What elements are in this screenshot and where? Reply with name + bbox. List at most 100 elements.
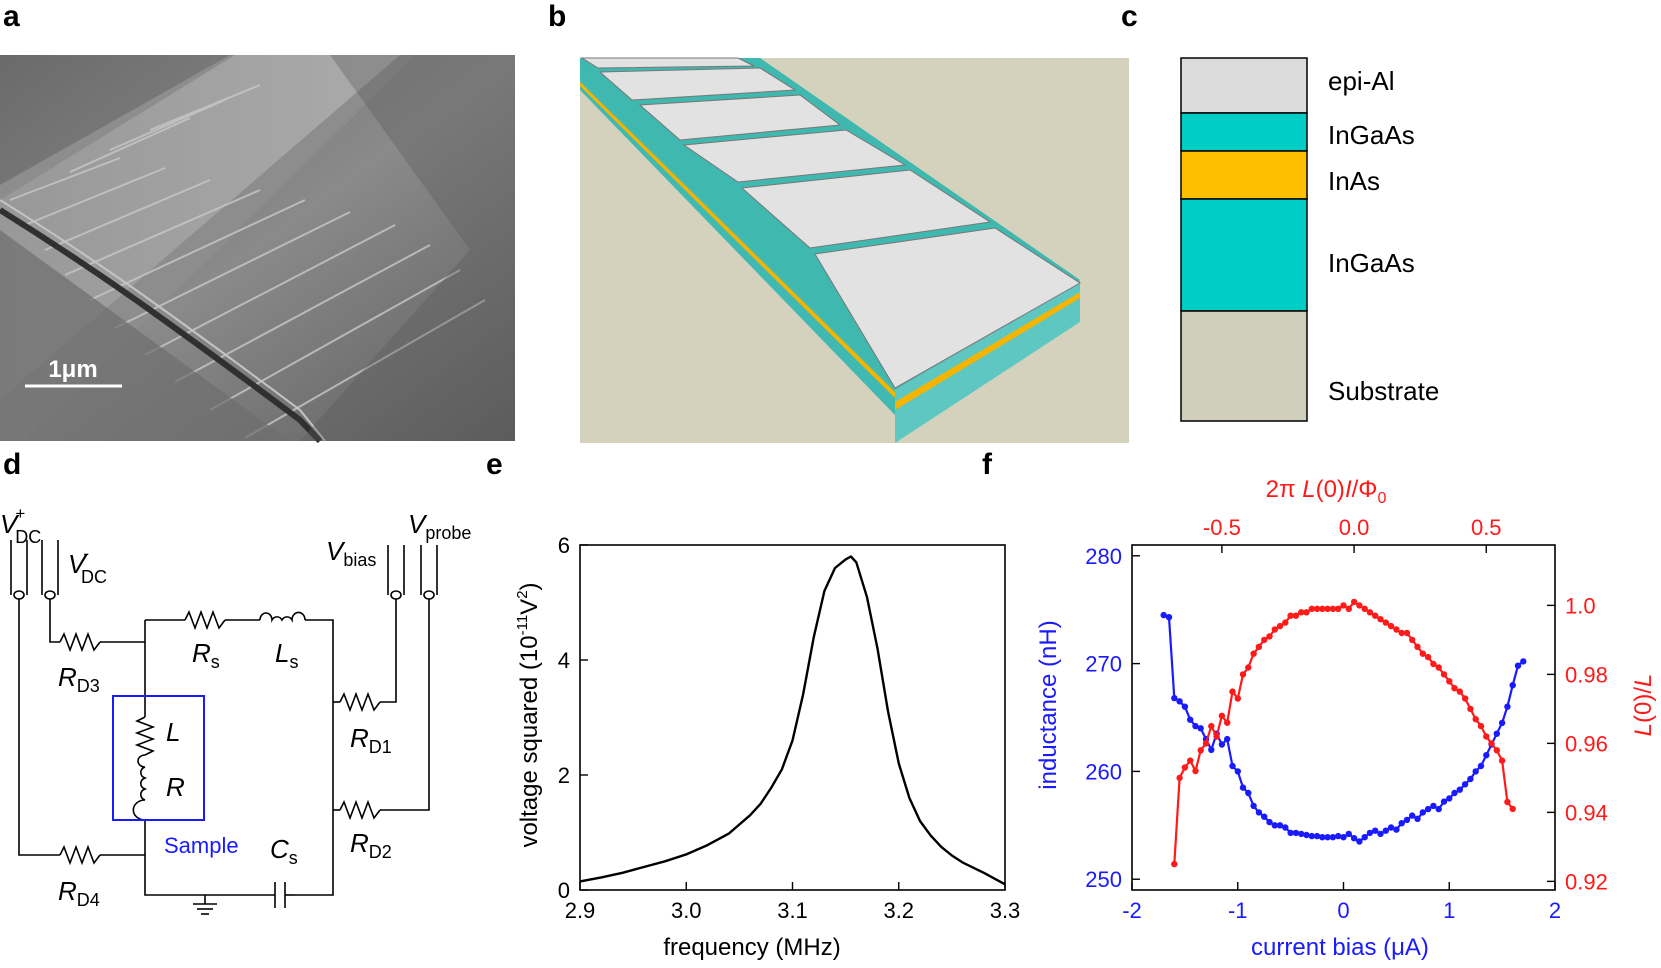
- chart-f-point-right: [1424, 653, 1432, 661]
- chart-f-point-right: [1308, 605, 1316, 612]
- layer-0: [1180, 57, 1308, 114]
- layer-label-ingaas-top: InGaAs: [1328, 120, 1415, 150]
- chart-f-ytick-left-label: 280: [1085, 544, 1122, 569]
- chart-f-point-right: [1477, 722, 1485, 730]
- layer-3: [1180, 198, 1308, 312]
- chart-f-point-right: [1382, 619, 1390, 626]
- label-rd2: RD2: [350, 828, 392, 862]
- layer-label-epi-al: epi-Al: [1328, 66, 1394, 96]
- chart-f-point-left: [1345, 830, 1353, 838]
- chart-f-point-left: [1440, 798, 1448, 805]
- chart-e-xtick-label: 3.1: [777, 898, 808, 923]
- chart-f-point-right: [1329, 605, 1337, 612]
- label-vdc-minus: V-DC: [68, 544, 107, 587]
- chart-f-point-left: [1239, 784, 1247, 791]
- chart-f-point-right: [1403, 629, 1411, 637]
- layer-label-substrate: Substrate: [1328, 376, 1439, 406]
- chart-f-point-right: [1483, 733, 1490, 740]
- panel-letter-f: f: [982, 448, 992, 481]
- chart-f-point-right: [1419, 650, 1427, 657]
- chart-f-point-left: [1303, 831, 1310, 839]
- chart-f-point-right: [1377, 616, 1384, 623]
- chart-f-point-right: [1313, 605, 1321, 612]
- chart-e-series-line: [579, 555, 1006, 886]
- chart-f-point-left: [1276, 822, 1284, 829]
- chart-f-point-right: [1250, 650, 1257, 657]
- layer-1: [1180, 112, 1308, 152]
- chart-f-point-left: [1250, 802, 1257, 810]
- chart-f-point-left: [1350, 835, 1358, 842]
- chart-f-point-right: [1229, 688, 1236, 695]
- chart-f-point-left: [1292, 829, 1300, 837]
- chart-f-point-left: [1165, 614, 1173, 621]
- chart-f-xtick-label: -1: [1228, 898, 1248, 923]
- panel-letter-b: b: [548, 0, 567, 33]
- coax-vdc-plus: [10, 540, 28, 600]
- chart-f-point-left: [1266, 818, 1273, 826]
- chart-f-point-left: [1424, 805, 1432, 813]
- chart-f-point-left: [1498, 719, 1506, 727]
- chart-f-point-left: [1287, 829, 1294, 837]
- chart-f-point-right: [1213, 733, 1220, 740]
- chart-f-top-tick-label: -0.5: [1203, 515, 1241, 540]
- label-rd3: RD3: [58, 662, 100, 696]
- chart-f-point-right: [1461, 695, 1469, 702]
- chart-f-point-left: [1308, 832, 1316, 840]
- chart-f-series-right-line: [1173, 600, 1514, 865]
- chart-f-point-left: [1282, 824, 1289, 831]
- label-rd1: RD1: [350, 723, 392, 757]
- chart-f-top-tick-label: 0.5: [1471, 515, 1502, 540]
- label-vbias: Vbias: [326, 536, 376, 570]
- scale-bar-label: 1μm: [48, 356, 97, 383]
- chart-f-point-right: [1224, 719, 1231, 726]
- coax-vprobe: [420, 545, 438, 600]
- chart-f-point-right: [1276, 622, 1284, 630]
- chart-f-point-right: [1504, 798, 1511, 806]
- chart-f-point-right: [1446, 678, 1453, 685]
- chart-f-point-right: [1340, 602, 1347, 609]
- chart-f-point-right: [1366, 609, 1374, 616]
- chart-e-xtick-label: 3.2: [883, 898, 914, 923]
- sample-box: [112, 695, 205, 821]
- chart-e-xlabel: frequency (MHz): [663, 934, 840, 961]
- chart-f-point-left: [1298, 830, 1305, 838]
- layer-label-inas: InAs: [1328, 166, 1380, 196]
- chart-f-point-right: [1350, 598, 1358, 606]
- chart-f-point-left: [1361, 834, 1368, 841]
- chart-f-point-left: [1419, 809, 1427, 816]
- chart-e: 2.9 3.0 3.1 3.2 3.3 0 2 4 6: [558, 533, 1021, 923]
- chart-f-point-right: [1488, 740, 1495, 747]
- chart-f-xlabel-top: 2π L(0)I/Φ0: [1266, 476, 1387, 507]
- chart-f-point-right: [1255, 643, 1263, 650]
- chart-f-point-left: [1176, 698, 1183, 705]
- chart-f-point-left: [1366, 829, 1374, 837]
- chart-e-ytick-label: 4: [558, 648, 570, 673]
- label-l: L: [166, 717, 180, 747]
- schematic-3d: [580, 57, 1129, 443]
- chart-f-point-right: [1435, 664, 1442, 671]
- label-cs: Cs: [270, 834, 298, 868]
- chart-f-point-left: [1456, 786, 1464, 793]
- chart-f-ytick-right-label: 0.94: [1565, 800, 1608, 825]
- chart-f-point-right: [1472, 716, 1479, 723]
- chart-f-point-left: [1181, 703, 1189, 710]
- chart-f-point-left: [1477, 762, 1485, 770]
- panel-letter-a: a: [3, 0, 20, 33]
- chart-f-point-left: [1245, 789, 1252, 797]
- chart-f-ytick-left-label: 260: [1085, 759, 1122, 784]
- chart-e-frame: [579, 544, 1006, 891]
- chart-f-point-left: [1229, 762, 1236, 770]
- layer-4: [1180, 310, 1308, 422]
- coax-vdc-minus: [41, 540, 59, 600]
- panel-letter-d: d: [3, 448, 22, 481]
- chart-f-ytick-left-label: 270: [1085, 652, 1122, 677]
- label-r: R: [166, 772, 185, 802]
- chart-f-point-right: [1208, 722, 1215, 730]
- chart-f-point-right: [1319, 605, 1326, 612]
- chart-f-point-left: [1493, 730, 1501, 737]
- chart-f-point-right: [1509, 805, 1516, 813]
- chart-f-point-right: [1187, 757, 1194, 764]
- chart-f-point-left: [1171, 694, 1178, 702]
- chart-f-point-left: [1372, 827, 1379, 834]
- chart-f-top-tick-label: 0.0: [1339, 515, 1370, 540]
